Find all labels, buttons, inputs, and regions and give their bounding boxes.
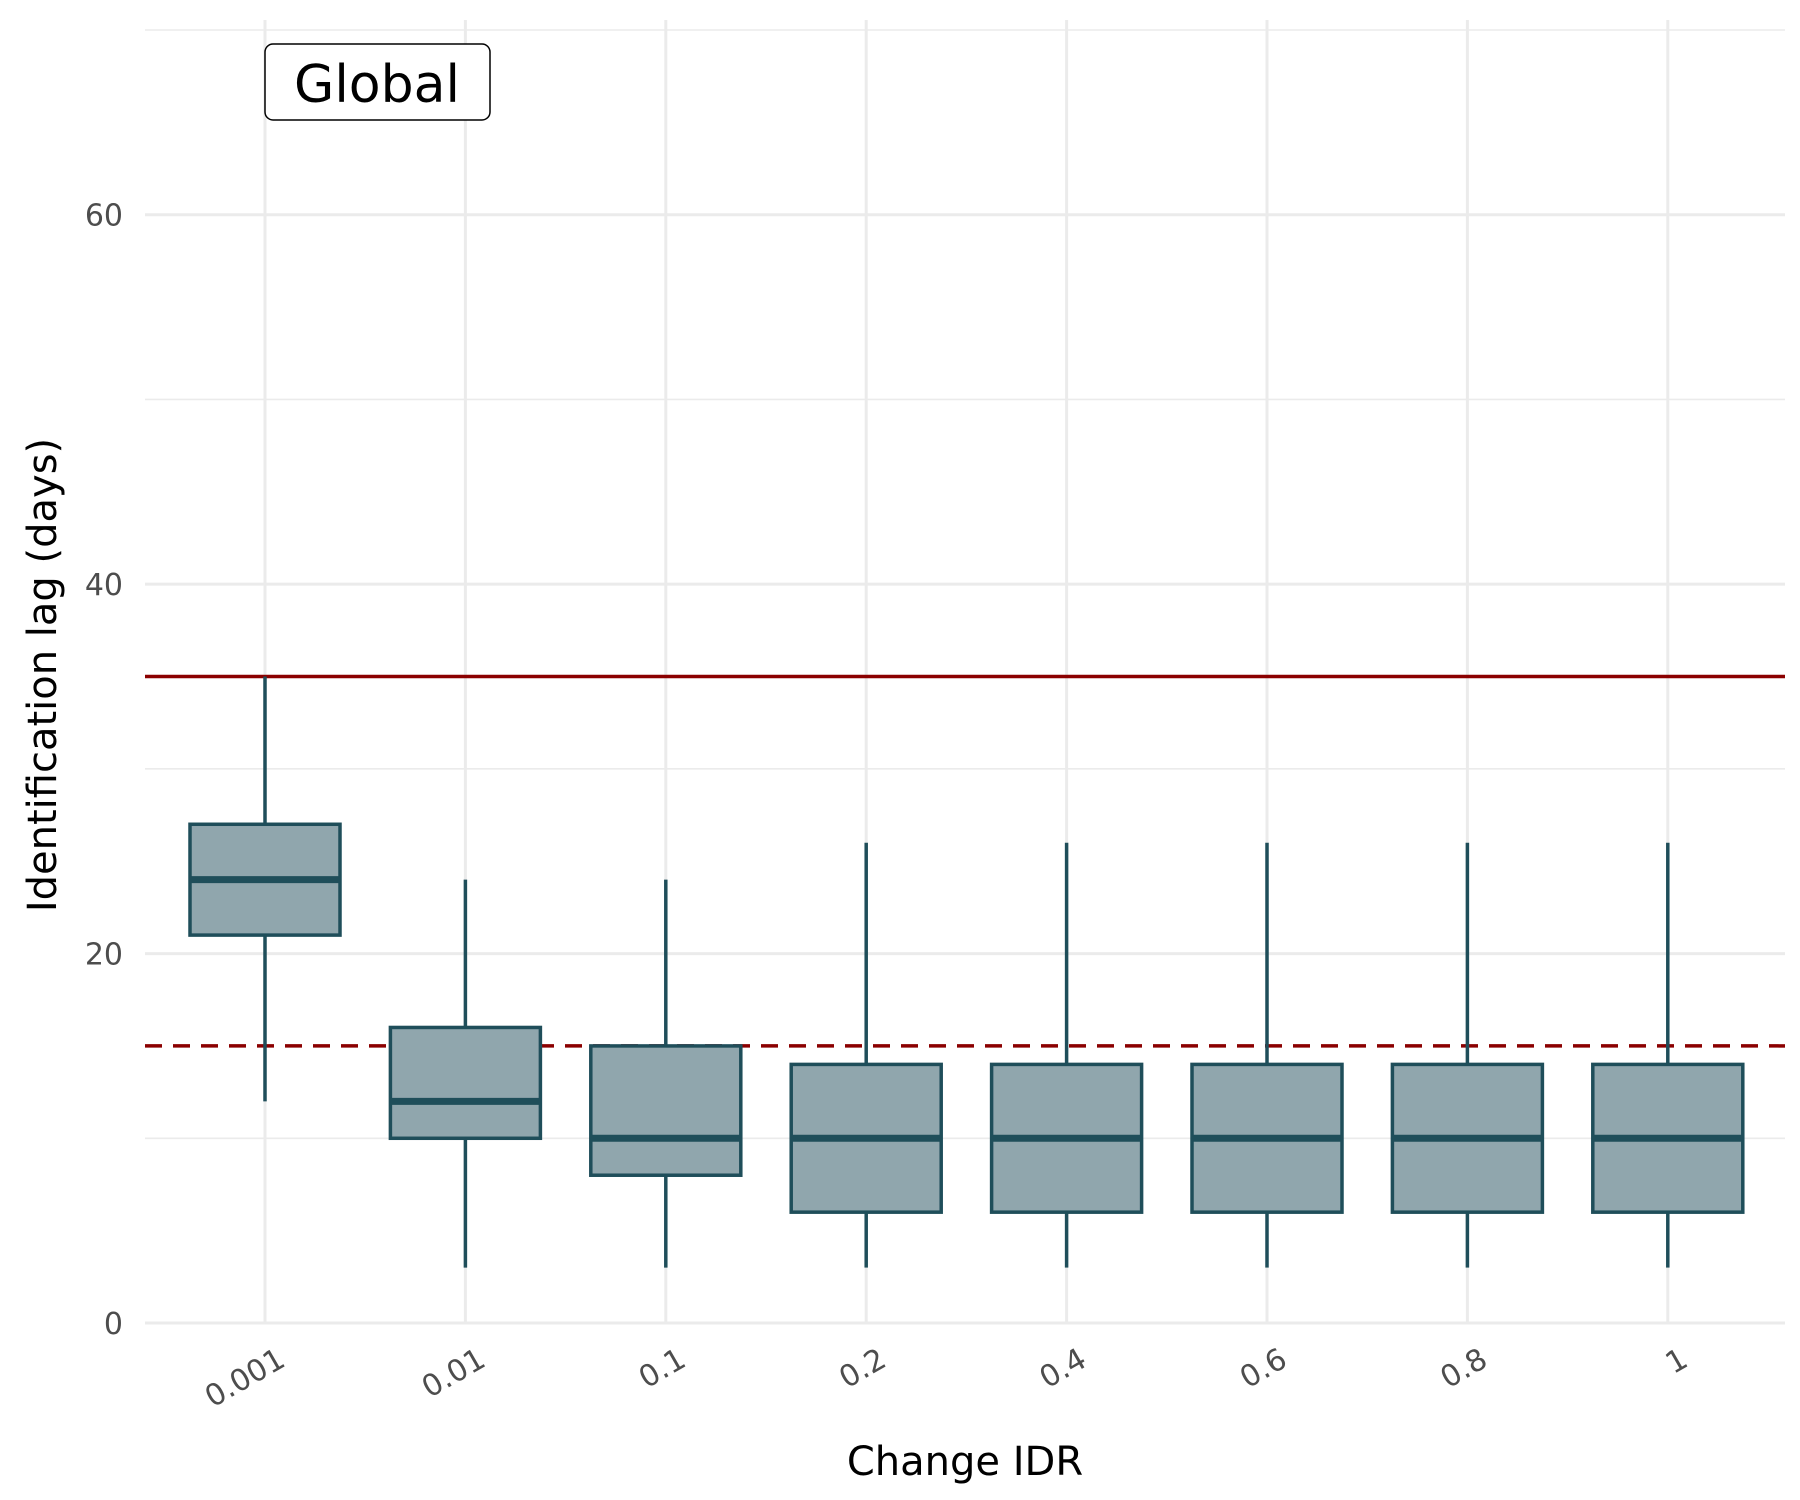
x-tick-label: 0.01 [416, 1342, 491, 1406]
box-0.4 [989, 842, 1144, 1268]
box-0.001 [188, 676, 342, 1102]
y-axis-ticks: 0 20 40 60 [85, 199, 123, 1342]
x-axis-ticks: 0.001 0.01 0.1 0.2 0.4 0.6 0.8 1 [199, 1342, 1694, 1415]
x-tick-label: 0.1 [633, 1342, 692, 1396]
box-1 [1591, 842, 1745, 1268]
panel-label: Global [264, 43, 491, 121]
x-tick-label: 0.8 [1435, 1342, 1494, 1396]
y-tick-label: 20 [85, 938, 123, 973]
boxes [188, 676, 1745, 1268]
box-0.6 [1190, 842, 1344, 1268]
x-tick-label: 0.2 [833, 1342, 892, 1396]
x-tick-label: 1 [1660, 1342, 1694, 1382]
box-iqr [388, 1025, 543, 1141]
x-tick-label: 0.001 [199, 1342, 291, 1415]
x-tick-label: 0.6 [1234, 1342, 1293, 1396]
box-0.1 [589, 879, 743, 1268]
box-iqr [589, 1044, 743, 1177]
y-tick-label: 40 [85, 568, 123, 603]
box-0.01 [388, 879, 543, 1268]
y-tick-label: 60 [85, 199, 123, 234]
reference-lines [145, 674, 1785, 1048]
x-tick-label: 0.4 [1034, 1342, 1093, 1396]
box-0.2 [789, 842, 943, 1268]
x-axis-title: Change IDR [847, 1439, 1083, 1485]
panel-label-text: Global [294, 55, 460, 115]
box-0.8 [1390, 842, 1545, 1268]
y-axis-title: Identification lag (days) [20, 438, 66, 912]
panel-label-box [264, 43, 491, 121]
y-tick-label: 0 [104, 1307, 123, 1342]
